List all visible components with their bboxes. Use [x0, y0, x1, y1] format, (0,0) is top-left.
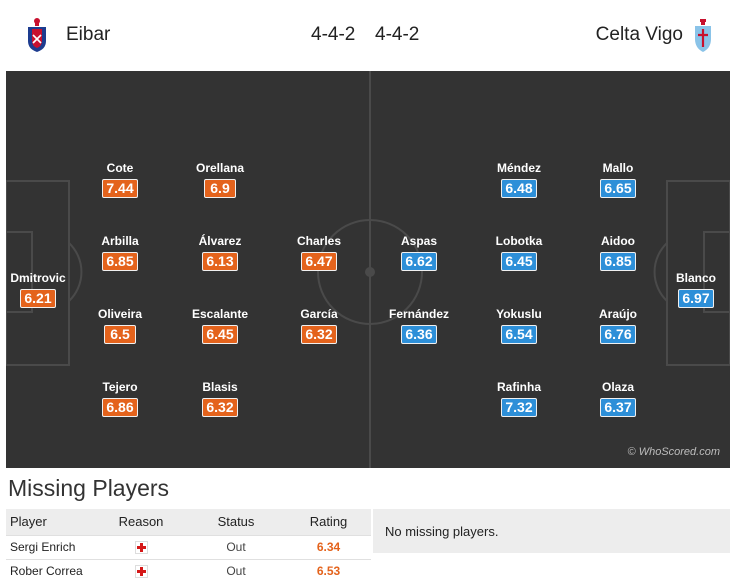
- player-name[interactable]: Oliveira: [97, 307, 143, 321]
- away-team-name[interactable]: Celta Vigo: [595, 24, 683, 45]
- player-home[interactable]: Arbilla 6.85: [80, 234, 160, 271]
- player-away[interactable]: Araújo 6.76: [578, 307, 658, 344]
- player-away[interactable]: Fernández 6.36: [379, 307, 459, 344]
- player-home[interactable]: Tejero 6.86: [80, 380, 160, 417]
- missing-player-status: Out: [186, 534, 286, 559]
- player-name[interactable]: Olaza: [601, 380, 634, 394]
- player-rating-badge: 6.9: [204, 179, 236, 198]
- player-away[interactable]: Aspas 6.62: [379, 234, 459, 271]
- player-name[interactable]: Aidoo: [601, 234, 635, 248]
- player-name[interactable]: Mallo: [602, 161, 634, 175]
- player-name[interactable]: Tejero: [102, 380, 138, 394]
- missing-player-rating: 6.34: [286, 534, 371, 559]
- player-rating-badge: 6.36: [401, 325, 437, 344]
- match-header: Eibar 4-4-2 4-4-2 Celta Vigo: [0, 0, 730, 70]
- player-away[interactable]: Rafinha 7.32: [479, 380, 559, 417]
- player-away[interactable]: Blanco 6.97: [656, 271, 730, 308]
- injury-icon: [134, 565, 148, 579]
- player-rating-badge: 6.85: [600, 252, 636, 271]
- player-away[interactable]: Mallo 6.65: [578, 161, 658, 198]
- player-rating-badge: 6.5: [104, 325, 136, 344]
- player-name[interactable]: Fernández: [388, 307, 449, 321]
- away-formation: 4-4-2: [375, 24, 420, 45]
- player-name[interactable]: Araújo: [598, 307, 637, 321]
- player-name[interactable]: Rafinha: [496, 380, 541, 394]
- col-player[interactable]: Player: [6, 509, 96, 535]
- missing-players-table: Player Reason Status Rating Sergi Enrich…: [6, 509, 371, 583]
- celta-crest-icon: [695, 19, 711, 52]
- player-name[interactable]: Charles: [296, 234, 342, 248]
- player-rating-badge: 6.45: [501, 252, 537, 271]
- player-name[interactable]: Lobotka: [495, 234, 543, 248]
- col-status[interactable]: Status: [186, 509, 286, 535]
- player-home[interactable]: Escalante 6.45: [180, 307, 260, 344]
- player-rating-badge: 6.48: [501, 179, 537, 198]
- col-reason[interactable]: Reason: [96, 509, 186, 535]
- player-rating-badge: 6.76: [600, 325, 636, 344]
- player-rating-badge: 6.37: [600, 398, 636, 417]
- missing-player-rating: 6.53: [286, 558, 371, 583]
- player-name[interactable]: Escalante: [191, 307, 249, 321]
- player-away[interactable]: Lobotka 6.45: [479, 234, 559, 271]
- home-formation: 4-4-2: [311, 24, 356, 45]
- player-rating-badge: 6.13: [202, 252, 238, 271]
- player-rating-badge: 6.86: [102, 398, 138, 417]
- player-home[interactable]: Álvarez 6.13: [180, 234, 260, 271]
- player-home[interactable]: Dmitrovic 6.21: [6, 271, 78, 308]
- home-team-name[interactable]: Eibar: [66, 24, 111, 45]
- player-away[interactable]: Méndez 6.48: [479, 161, 559, 198]
- player-away[interactable]: Olaza 6.37: [578, 380, 658, 417]
- player-away[interactable]: Yokuslu 6.54: [479, 307, 559, 344]
- player-rating-badge: 6.62: [401, 252, 437, 271]
- player-rating-badge: 6.97: [678, 289, 714, 308]
- player-name[interactable]: Orellana: [195, 161, 245, 175]
- table-row: Rober Correa Out 6.53: [6, 558, 371, 583]
- player-rating-badge: 6.85: [102, 252, 138, 271]
- player-away[interactable]: Aidoo 6.85: [578, 234, 658, 271]
- col-rating[interactable]: Rating: [286, 509, 371, 535]
- player-name[interactable]: Álvarez: [198, 234, 242, 248]
- player-rating-badge: 6.65: [600, 179, 636, 198]
- player-name[interactable]: Blasis: [202, 380, 238, 394]
- player-name[interactable]: Cote: [106, 161, 134, 175]
- player-name[interactable]: Dmitrovic: [10, 271, 66, 285]
- eibar-crest-icon: [28, 18, 46, 52]
- player-rating-badge: 6.47: [301, 252, 337, 271]
- player-name[interactable]: García: [300, 307, 338, 321]
- pitch: Dmitrovic 6.21 Cote 7.44 Arbilla 6.85 Oliveira…: [6, 71, 730, 468]
- watermark: © WhoScored.com: [627, 446, 720, 458]
- missing-player-name[interactable]: Sergi Enrich: [6, 534, 96, 559]
- player-name[interactable]: Arbilla: [101, 234, 139, 248]
- table-row: Sergi Enrich Out 6.34: [6, 534, 371, 559]
- player-rating-badge: 6.21: [20, 289, 56, 308]
- player-rating-badge: 6.32: [301, 325, 337, 344]
- player-name[interactable]: Yokuslu: [496, 307, 542, 321]
- player-rating-badge: 6.45: [202, 325, 238, 344]
- away-missing-message: No missing players.: [373, 509, 730, 553]
- player-home[interactable]: Oliveira 6.5: [80, 307, 160, 344]
- pitch-lines: [6, 71, 730, 468]
- player-home[interactable]: Cote 7.44: [80, 161, 160, 198]
- player-name[interactable]: Blanco: [675, 271, 716, 285]
- player-home[interactable]: García 6.32: [279, 307, 359, 344]
- injury-icon: [134, 541, 148, 555]
- player-rating-badge: 6.54: [501, 325, 537, 344]
- player-rating-badge: 7.32: [501, 398, 537, 417]
- player-home[interactable]: Charles 6.47: [279, 234, 359, 271]
- player-name[interactable]: Aspas: [400, 234, 438, 248]
- missing-player-status: Out: [186, 558, 286, 583]
- missing-player-name[interactable]: Rober Correa: [6, 558, 96, 583]
- player-rating-badge: 7.44: [102, 179, 138, 198]
- player-rating-badge: 6.32: [202, 398, 238, 417]
- missing-players-title: Missing Players: [8, 475, 170, 501]
- player-home[interactable]: Orellana 6.9: [180, 161, 260, 198]
- player-home[interactable]: Blasis 6.32: [180, 380, 260, 417]
- player-name[interactable]: Méndez: [496, 161, 541, 175]
